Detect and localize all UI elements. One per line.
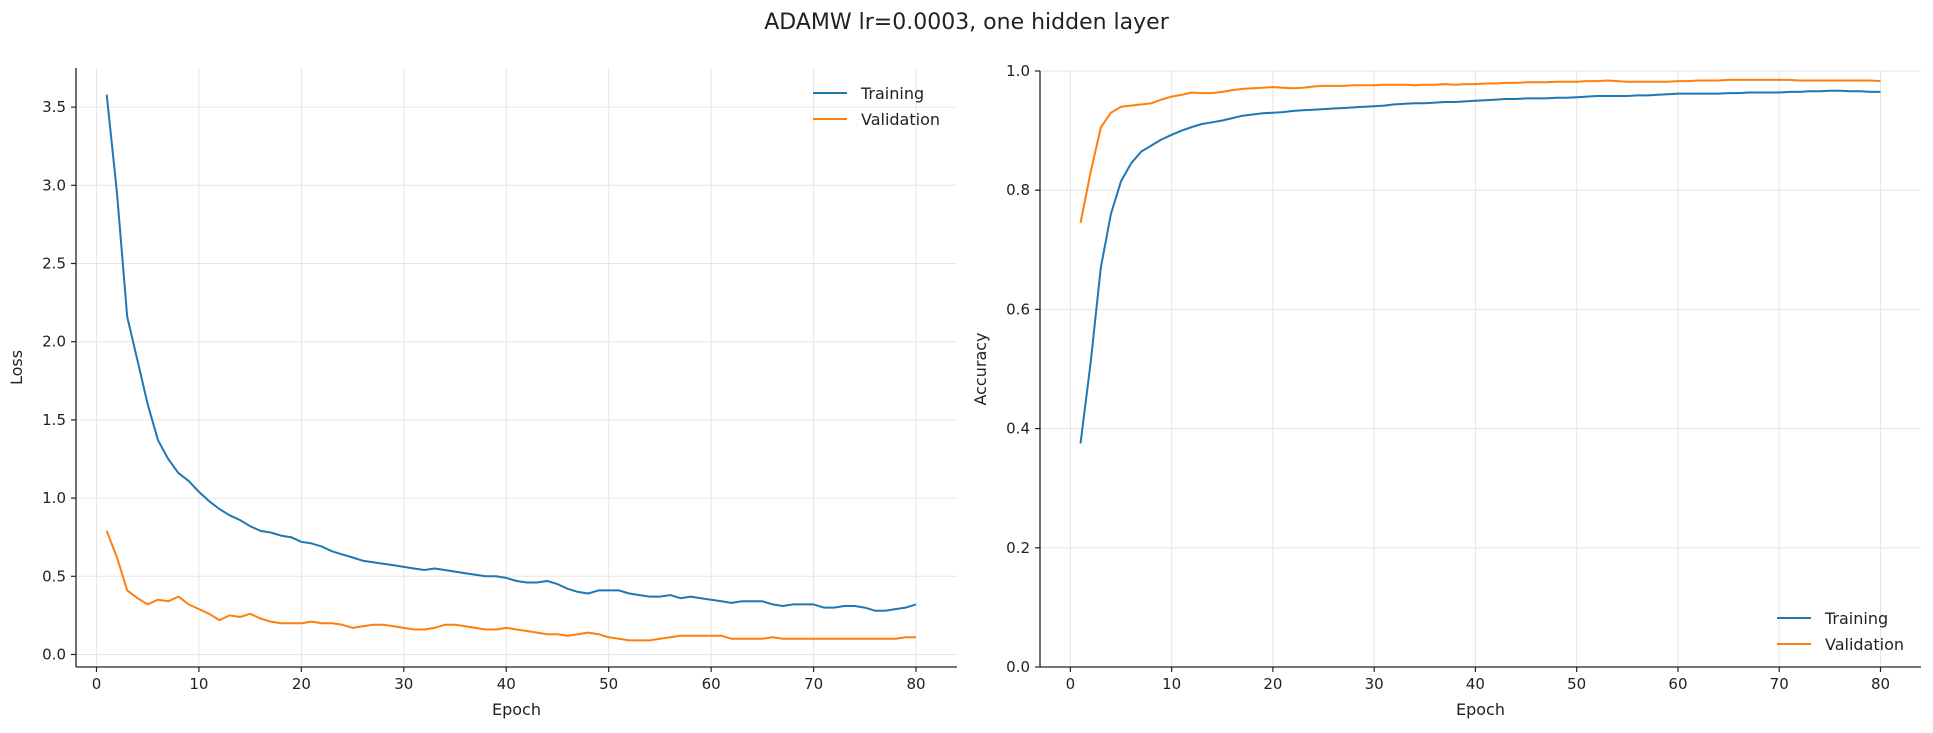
x-tick-label: 0 — [1066, 675, 1076, 693]
y-tick-label: 0.6 — [1006, 300, 1030, 318]
accuracy-plot: 0 10 20 30 40 50 60 70 80 0.0 0.2 0.4 0.6 0.8 1.0 Epoch… — [971, 62, 1921, 719]
x-tick-label: 40 — [1466, 675, 1485, 693]
x-tick-label: 0 — [92, 675, 102, 693]
x-tick-label: 10 — [1162, 675, 1181, 693]
x-tick-label: 50 — [1567, 675, 1586, 693]
y-tick-label: 3.0 — [42, 176, 66, 194]
figure-title: ADAMW lr=0.0003, one hidden layer — [764, 10, 1169, 35]
x-tick-label: 30 — [394, 675, 413, 693]
x-tick-label: 80 — [1871, 675, 1890, 693]
y-tick-label: 1.0 — [42, 489, 66, 507]
legend: Training Validation — [813, 84, 940, 129]
x-tick-label: 20 — [1263, 675, 1282, 693]
legend-label: Validation — [1825, 635, 1904, 654]
y-tick-label: 2.0 — [42, 333, 66, 351]
legend: Training Validation — [1777, 609, 1904, 654]
y-tick-label: 0.4 — [1006, 420, 1030, 438]
x-tick-label: 70 — [804, 675, 823, 693]
x-tick-label: 20 — [292, 675, 311, 693]
grid — [1040, 70, 1921, 668]
series-line-validation — [1079, 78, 1881, 224]
legend-label: Training — [1824, 609, 1888, 628]
y-tick-label: 2.5 — [42, 254, 66, 272]
loss-plot: 0 10 20 30 40 50 60 70 80 0.0 0.5 1.0 1.5 2.0 2.5 3.0 3.… — [7, 68, 957, 719]
y-tick-label: 0.0 — [1006, 658, 1030, 676]
x-tick-label: 50 — [599, 675, 618, 693]
series-line-validation — [105, 530, 916, 642]
y-axis-label: Loss — [7, 350, 26, 385]
y-tick-label: 0.2 — [1006, 539, 1030, 557]
x-tick-label: 40 — [497, 675, 516, 693]
series-line-training — [1079, 89, 1881, 444]
y-tick-label: 0.0 — [42, 645, 66, 663]
x-axis-label: Epoch — [1456, 700, 1505, 719]
x-tick-label: 70 — [1770, 675, 1789, 693]
legend-label: Training — [860, 84, 924, 103]
y-tick-label: 1.5 — [42, 411, 66, 429]
grid — [76, 68, 957, 667]
y-tick-label: 3.5 — [42, 98, 66, 116]
y-tick-label: 1.0 — [1006, 62, 1030, 80]
x-tick-label: 10 — [189, 675, 208, 693]
y-axis-label: Accuracy — [971, 332, 990, 405]
x-tick-label: 60 — [1668, 675, 1687, 693]
legend-label: Validation — [861, 110, 940, 129]
x-tick-label: 60 — [702, 675, 721, 693]
y-tick-label: 0.8 — [1006, 181, 1030, 199]
x-axis-label: Epoch — [492, 700, 541, 719]
x-tick-label: 30 — [1365, 675, 1384, 693]
x-tick-label: 80 — [906, 675, 925, 693]
series-line-training — [105, 94, 917, 612]
y-tick-label: 0.5 — [42, 567, 66, 585]
